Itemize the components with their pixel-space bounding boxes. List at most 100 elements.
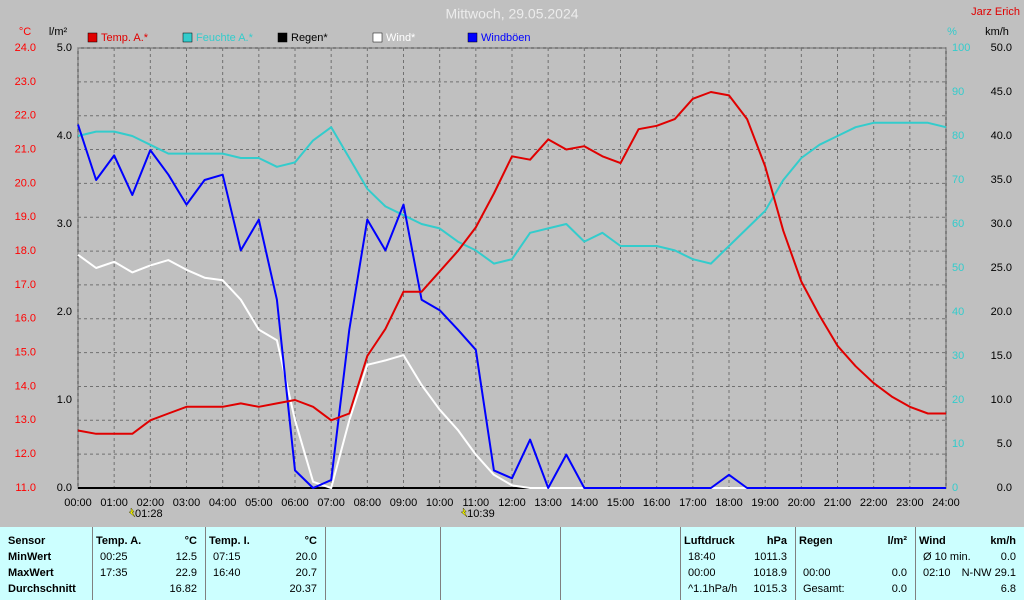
x-tick-label: 05:00 (245, 497, 273, 509)
block-unit: °C (304, 535, 317, 547)
cell-time: Gesamt: (803, 583, 845, 595)
x-tick-label: 02:00 (137, 497, 165, 509)
chart: Mittwoch, 29.05.2024 Jarz Erich °C l/m² … (15, 6, 1020, 520)
x-tick-label: 13:00 (534, 497, 562, 509)
x-tick-label: 21:00 (824, 497, 852, 509)
y-tick-label: 16.0 (15, 313, 36, 325)
y2-unit: l/m² (49, 26, 68, 38)
block-unit: hPa (766, 535, 787, 547)
block-unit: km/h (990, 535, 1016, 547)
cell-time: 00:00 (803, 567, 831, 579)
y2-tick-label: 2.0 (57, 306, 72, 318)
x-tick-label: 07:00 (317, 497, 345, 509)
y-tick-label: 11.0 (15, 482, 36, 494)
cell-value: N-NW 29.1 (961, 567, 1016, 579)
legend-swatch (372, 32, 383, 43)
cell-time: 07:15 (213, 551, 241, 563)
legend-label: Regen* (291, 32, 328, 44)
x-tick-label: 14:00 (571, 497, 599, 509)
y3-unit: % (947, 26, 957, 38)
cell-time: Ø 10 min. (923, 551, 971, 563)
x-tick-label: 17:00 (679, 497, 707, 509)
y-tick-label: 18.0 (15, 245, 36, 257)
series-line (77, 124, 946, 489)
y3-tick-label: 20 (952, 394, 964, 406)
x-tick-label: 08:00 (354, 497, 382, 509)
divider (795, 527, 796, 600)
divider (325, 527, 326, 600)
row-label: MinWert (8, 551, 52, 563)
row-label: Durchschnitt (8, 583, 76, 595)
y-tick-label: 23.0 (15, 76, 36, 88)
y3-tick-label: 50 (952, 262, 964, 274)
y4-tick-label: 35.0 (991, 174, 1012, 186)
summary-table: Sensor MinWert MaxWert Durchschnitt Temp. A.… (0, 527, 1024, 600)
x-tick-label: 22:00 (860, 497, 888, 509)
block-title: Luftdruck (684, 535, 735, 547)
y2-tick-label: 1.0 (57, 394, 72, 406)
x-tick-label: 04:00 (209, 497, 237, 509)
y3-tick-label: 80 (952, 130, 964, 142)
series-line (77, 121, 947, 265)
x-tick-label: 18:00 (715, 497, 743, 509)
y4-tick-label: 25.0 (991, 262, 1012, 274)
y-tick-label: 24.0 (15, 42, 36, 54)
x-tick-label: 10:00 (426, 497, 454, 509)
y2-tick-label: 3.0 (57, 218, 72, 230)
block-title: Temp. A. (96, 535, 142, 547)
y3-tick-label: 40 (952, 306, 964, 318)
cell-value: 22.9 (175, 567, 197, 579)
legend-swatch (182, 32, 193, 43)
y3-tick-label: 70 (952, 174, 964, 186)
divider (92, 527, 93, 600)
cell-value: 20.7 (295, 567, 317, 579)
x-tick-label: 20:00 (788, 497, 816, 509)
y4-unit: km/h (985, 26, 1009, 38)
cell-time: 17:35 (100, 567, 128, 579)
legend-swatch (467, 32, 478, 43)
cell-time: 00:00 (688, 567, 716, 579)
divider (560, 527, 561, 600)
y-tick-label: 22.0 (15, 110, 36, 122)
y4-tick-label: 20.0 (991, 306, 1012, 318)
block-unit: °C (184, 535, 197, 547)
y4-tick-label: 50.0 (991, 42, 1012, 54)
y3-tick-label: 10 (952, 438, 964, 450)
marker-label: 01:28 (135, 508, 163, 520)
y2-tick-label: 0.0 (57, 482, 72, 494)
divider (440, 527, 441, 600)
divider (205, 527, 206, 600)
y3-tick-label: 0 (952, 482, 958, 494)
x-tick-label: 06:00 (281, 497, 309, 509)
y4-tick-label: 15.0 (991, 350, 1012, 362)
legend-swatch (87, 32, 98, 43)
marker-icon (128, 507, 136, 518)
block-unit: l/m² (887, 535, 907, 547)
x-tick-label: 24:00 (932, 497, 960, 509)
y-tick-label: 12.0 (15, 448, 36, 460)
y3-tick-label: 30 (952, 350, 964, 362)
x-tick-label: 00:00 (64, 497, 92, 509)
x-tick-label: 16:00 (643, 497, 671, 509)
y2-tick-label: 5.0 (57, 42, 72, 54)
row-label: MaxWert (8, 567, 54, 579)
y-tick-label: 17.0 (15, 279, 36, 291)
legend-label: Windböen (481, 32, 531, 44)
series-line (77, 91, 946, 435)
cell-value: 6.8 (1000, 583, 1016, 595)
y-tick-label: 15.0 (15, 347, 36, 359)
cell-time: ^1.1hPa/h (688, 583, 738, 595)
x-tick-label: 09:00 (390, 497, 418, 509)
divider (915, 527, 916, 600)
cell-time: 02:10 (923, 567, 951, 579)
y-tick-label: 21.0 (15, 143, 36, 155)
block-title: Wind (919, 535, 946, 547)
cell-time: 00:25 (100, 551, 128, 563)
y2-tick-label: 4.0 (57, 130, 72, 142)
y4-tick-label: 30.0 (991, 218, 1012, 230)
y4-tick-label: 45.0 (991, 86, 1012, 98)
cell-value: 16.82 (169, 583, 197, 595)
cell-value: 0.0 (891, 567, 907, 579)
cell-value: 0.0 (1000, 551, 1016, 563)
